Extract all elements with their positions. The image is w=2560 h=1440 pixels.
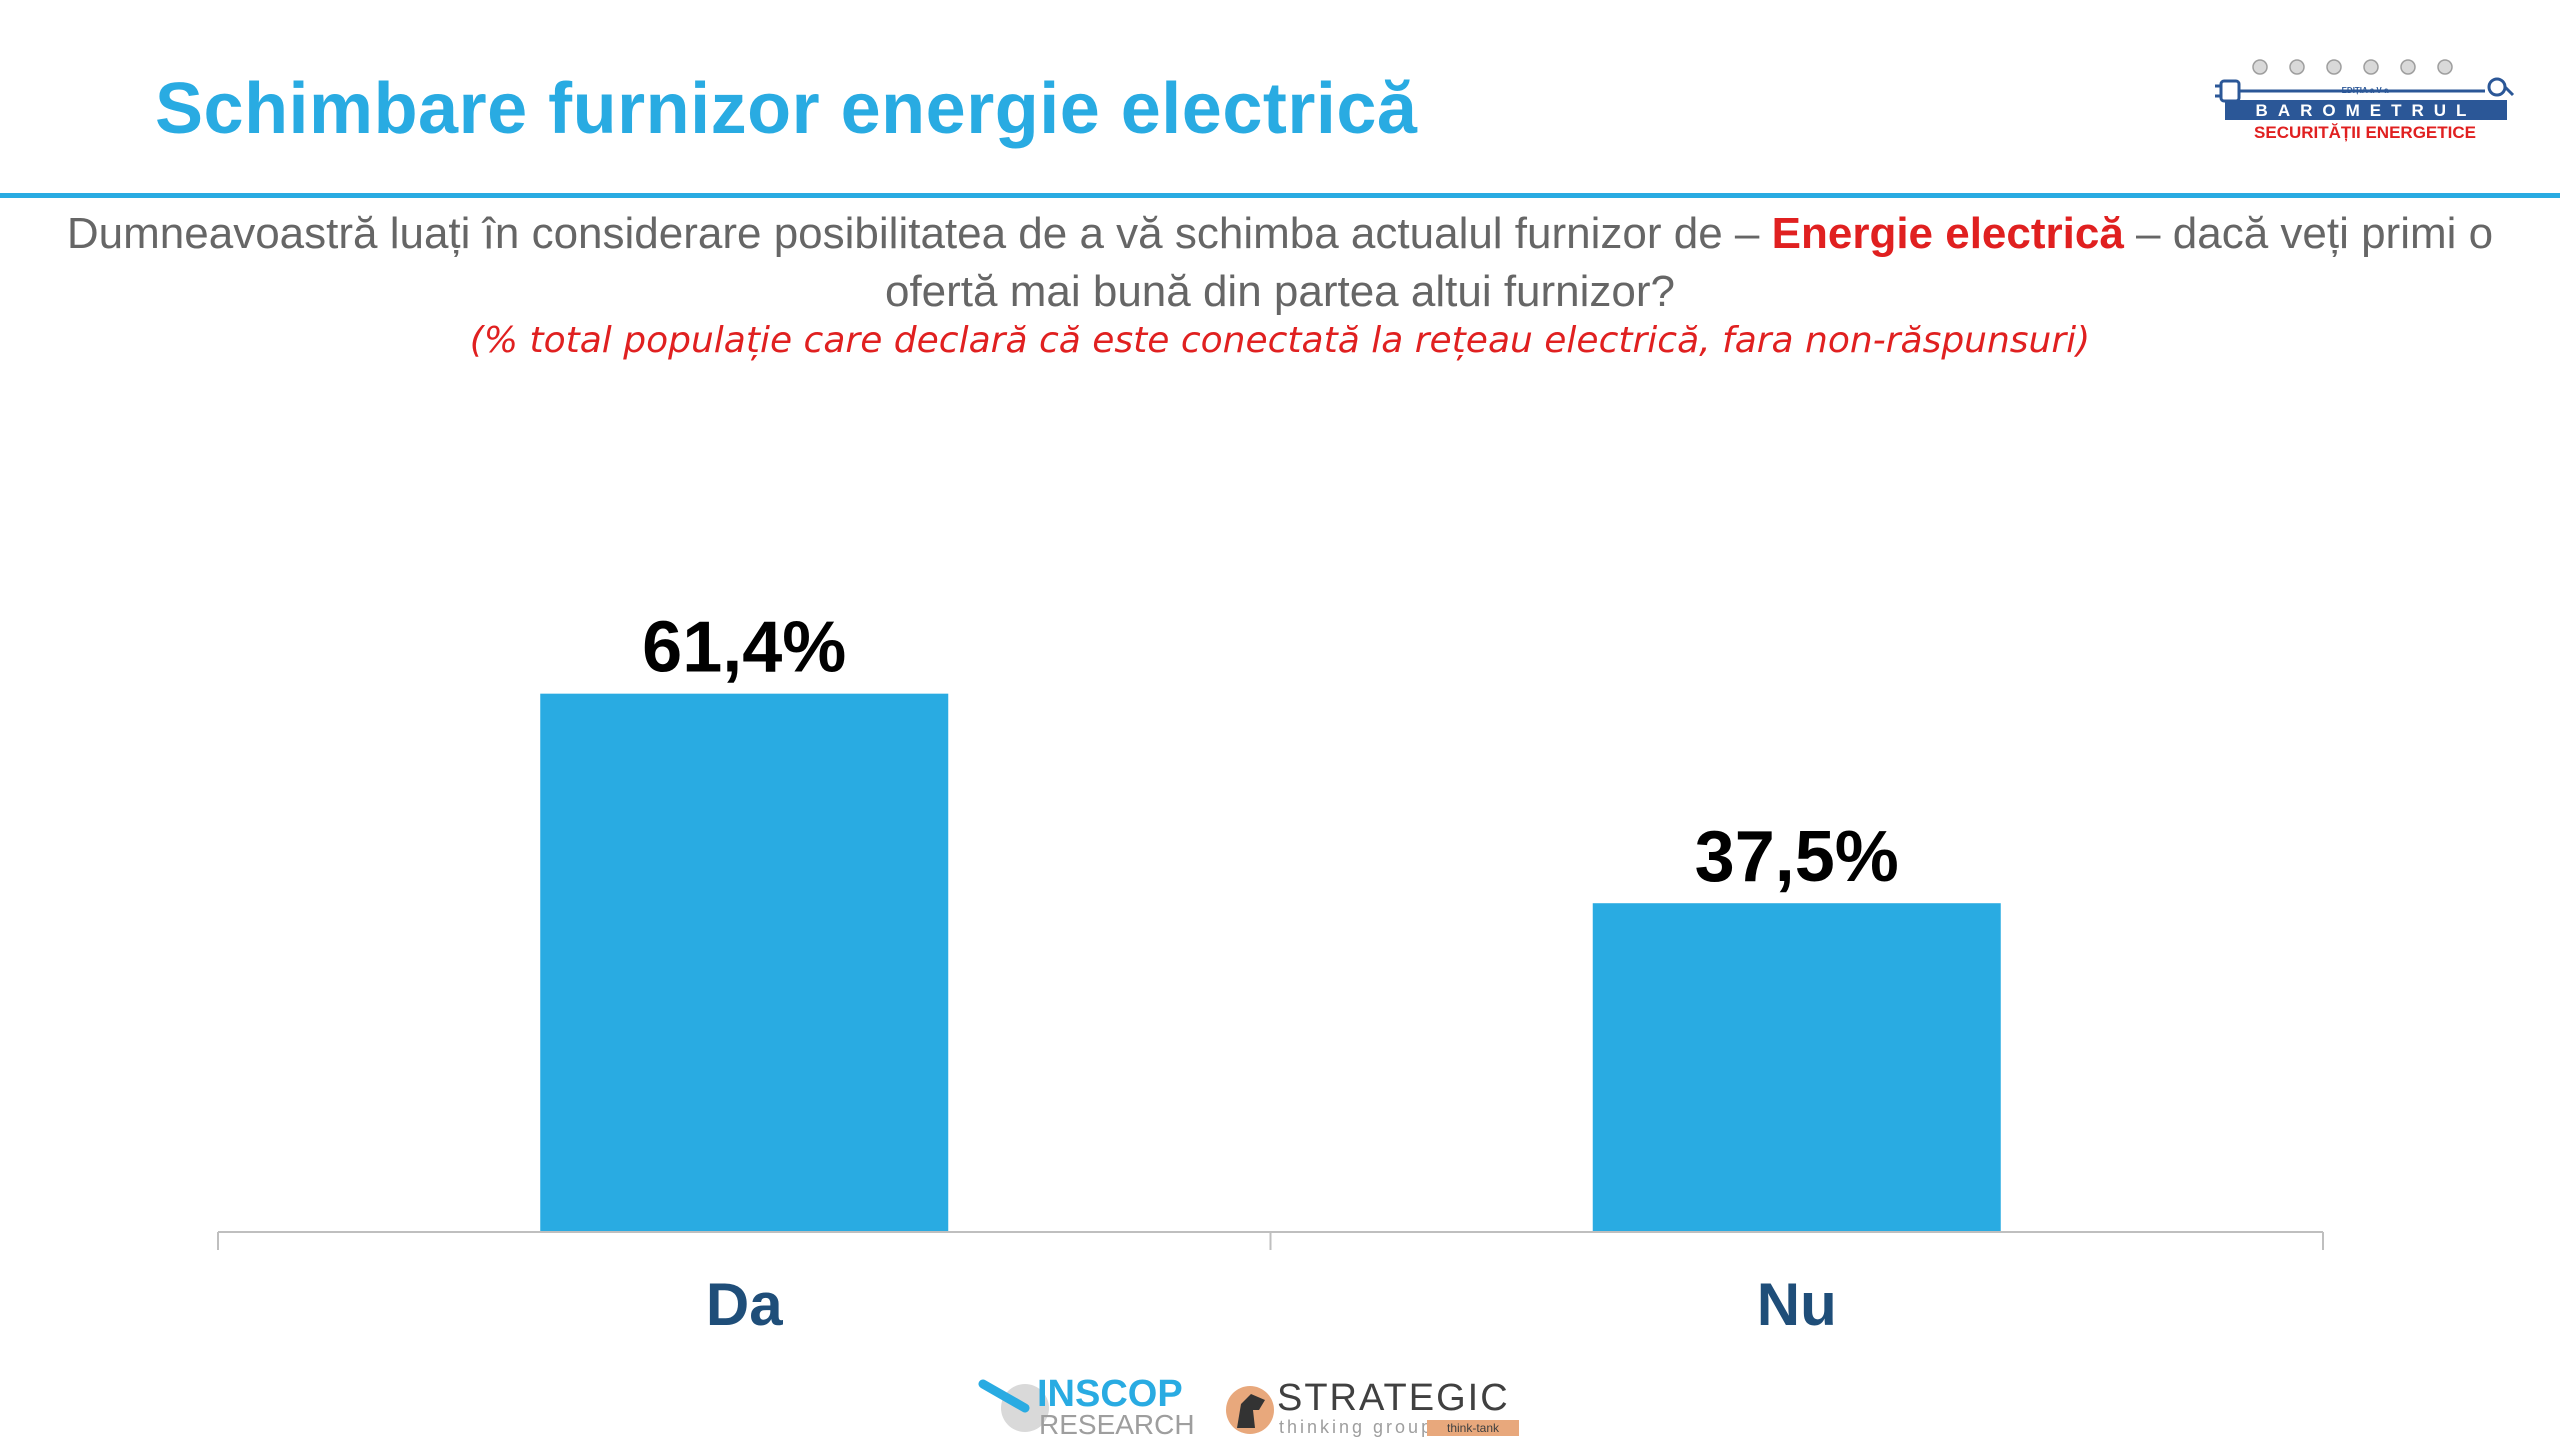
logo-name: BAROMETRUL (2256, 101, 2477, 120)
data-label-da: 61,4% (642, 608, 846, 688)
category-label-da: Da (706, 1271, 783, 1338)
barometru-logo: EDIȚIA a V-a BAROMETRUL SECURITĂȚII ENER… (2215, 55, 2515, 145)
page-title: Schimbare furnizor energie electrică (155, 69, 1418, 149)
question-text-start: Dumneavoastră luați în considerare posib… (66, 209, 1772, 258)
data-label-nu: 37,5% (1695, 817, 1899, 897)
strategic-name: STRATEGIC (1277, 1377, 1510, 1419)
inscop-swoosh-icon (978, 1379, 1030, 1413)
survey-question: Dumneavoastră luați în considerare posib… (40, 205, 2520, 321)
inscop-name: INSCOP (1037, 1373, 1183, 1415)
inscop-sub: RESEARCH (1039, 1409, 1195, 1440)
strategic-badge (1427, 1420, 1519, 1436)
header-divider (0, 193, 2560, 198)
strategic-badge-text: think-tank (1447, 1421, 1500, 1435)
logo-edition: EDIȚIA a V-a (2342, 86, 2389, 95)
strategic-logo: STRATEGIC thinking group think-tank (1226, 1377, 1519, 1437)
logo-band (2225, 100, 2507, 120)
strategic-sub: thinking group (1279, 1417, 1434, 1437)
footer-logos: INSCOP RESEARCH STRATEGIC thinking group… (975, 1370, 1595, 1440)
bar-nu (1592, 903, 2001, 1232)
bar-da (540, 693, 949, 1232)
category-label-nu: Nu (1757, 1271, 1837, 1338)
population-note: (% total populație care declară că este … (469, 320, 2091, 361)
bulb-icons (2252, 59, 2453, 75)
question-highlight: Energie electrică (1771, 209, 2124, 258)
question-text-end: – dacă veți primi o ofertă mai bună din … (884, 209, 2494, 316)
inscop-logo: INSCOP RESEARCH (978, 1373, 1195, 1440)
strategic-horse-head (1237, 1394, 1265, 1428)
logo-subtitle: SECURITĂȚII ENERGETICE (2254, 123, 2476, 142)
plug-icon (2215, 77, 2515, 103)
